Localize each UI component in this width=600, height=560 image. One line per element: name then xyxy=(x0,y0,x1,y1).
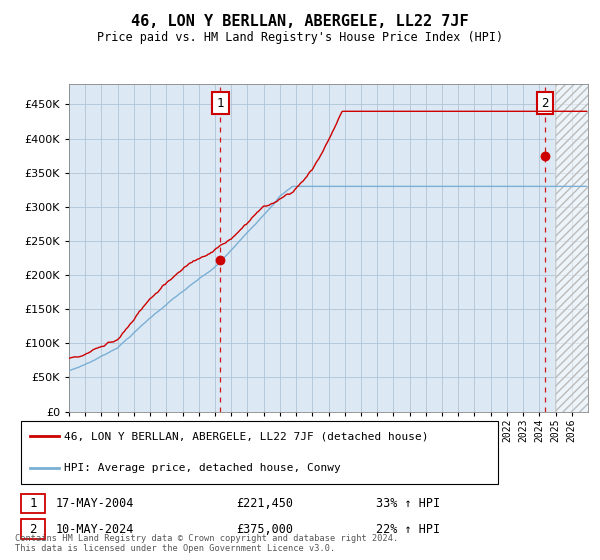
Point xyxy=(215,256,225,265)
Text: 46, LON Y BERLLAN, ABERGELE, LL22 7JF: 46, LON Y BERLLAN, ABERGELE, LL22 7JF xyxy=(131,14,469,29)
Text: 1: 1 xyxy=(217,97,224,110)
Text: 2: 2 xyxy=(541,97,548,110)
Text: Price paid vs. HM Land Registry's House Price Index (HPI): Price paid vs. HM Land Registry's House … xyxy=(97,31,503,44)
Text: 2: 2 xyxy=(29,522,37,535)
Text: 33% ↑ HPI: 33% ↑ HPI xyxy=(376,497,440,510)
Text: HPI: Average price, detached house, Conwy: HPI: Average price, detached house, Conw… xyxy=(64,463,341,473)
FancyBboxPatch shape xyxy=(21,520,45,539)
FancyBboxPatch shape xyxy=(21,494,45,513)
Text: 46, LON Y BERLLAN, ABERGELE, LL22 7JF (detached house): 46, LON Y BERLLAN, ABERGELE, LL22 7JF (d… xyxy=(64,431,429,441)
Text: 10-MAY-2024: 10-MAY-2024 xyxy=(56,522,134,535)
Text: 22% ↑ HPI: 22% ↑ HPI xyxy=(376,522,440,535)
Text: 17-MAY-2004: 17-MAY-2004 xyxy=(56,497,134,510)
Text: Contains HM Land Registry data © Crown copyright and database right 2024.
This d: Contains HM Land Registry data © Crown c… xyxy=(15,534,398,553)
Text: £221,450: £221,450 xyxy=(236,497,293,510)
Text: 1: 1 xyxy=(29,497,37,510)
Point xyxy=(540,151,550,160)
FancyBboxPatch shape xyxy=(21,421,498,484)
Text: £375,000: £375,000 xyxy=(236,522,293,535)
